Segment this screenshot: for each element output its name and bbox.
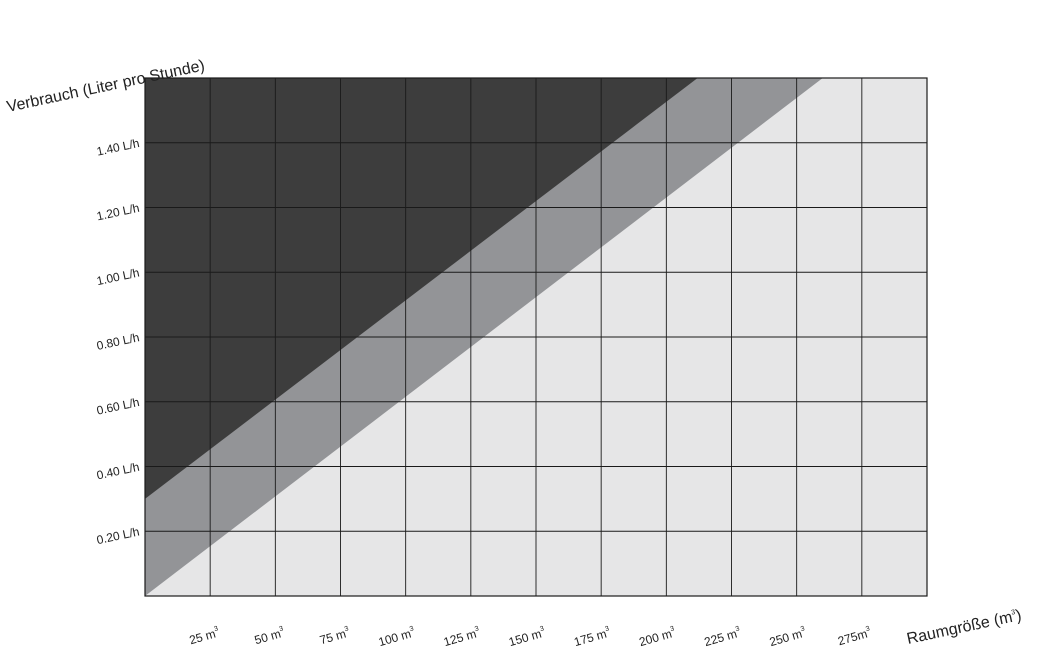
region-high: [145, 78, 698, 499]
y-tick-label: 1.40 L/h: [95, 136, 140, 159]
x-tick-label: 100 m3: [377, 625, 417, 649]
y-tick-label: 1.20 L/h: [95, 201, 140, 224]
y-tick-label: 1.00 L/h: [95, 265, 140, 288]
x-tick-label: 50 m3: [253, 625, 286, 647]
y-tick-label: 0.80 L/h: [95, 330, 140, 353]
chart-grid: [145, 78, 927, 596]
x-tick-label: 75 m3: [318, 625, 351, 647]
x-tick-label: 125 m3: [442, 625, 482, 649]
plot-frame: [144, 77, 928, 597]
x-tick-label: 175 m3: [572, 625, 612, 649]
y-tick-label: 0.20 L/h: [95, 524, 140, 547]
y-tick-labels: 0.20 L/h 0.40 L/h 0.60 L/h 0.80 L/h 1.00 L/h…: [95, 136, 140, 547]
x-axis-title-close: ): [1014, 607, 1023, 625]
x-tick-labels: 25 m3 50 m3 75 m3 100 m3 125 m3 150 m3 175 m3 2…: [188, 625, 873, 649]
y-tick-label: 0.40 L/h: [95, 460, 140, 483]
x-tick-label: 200 m3: [637, 625, 677, 649]
x-tick-label: 225 m3: [703, 625, 743, 649]
y-tick-label: 0.60 L/h: [95, 395, 140, 418]
x-tick-label: 150 m3: [507, 625, 547, 649]
x-tick-label: 275m3: [836, 625, 873, 648]
x-axis-title: Raumgröße (m3): [905, 607, 1023, 648]
x-axis-title-sup: 3: [1011, 609, 1016, 617]
x-tick-label: 25 m3: [188, 625, 221, 647]
x-tick-label: 250 m3: [768, 625, 808, 649]
x-axis-title-text: Raumgröße (m: [905, 609, 1014, 648]
